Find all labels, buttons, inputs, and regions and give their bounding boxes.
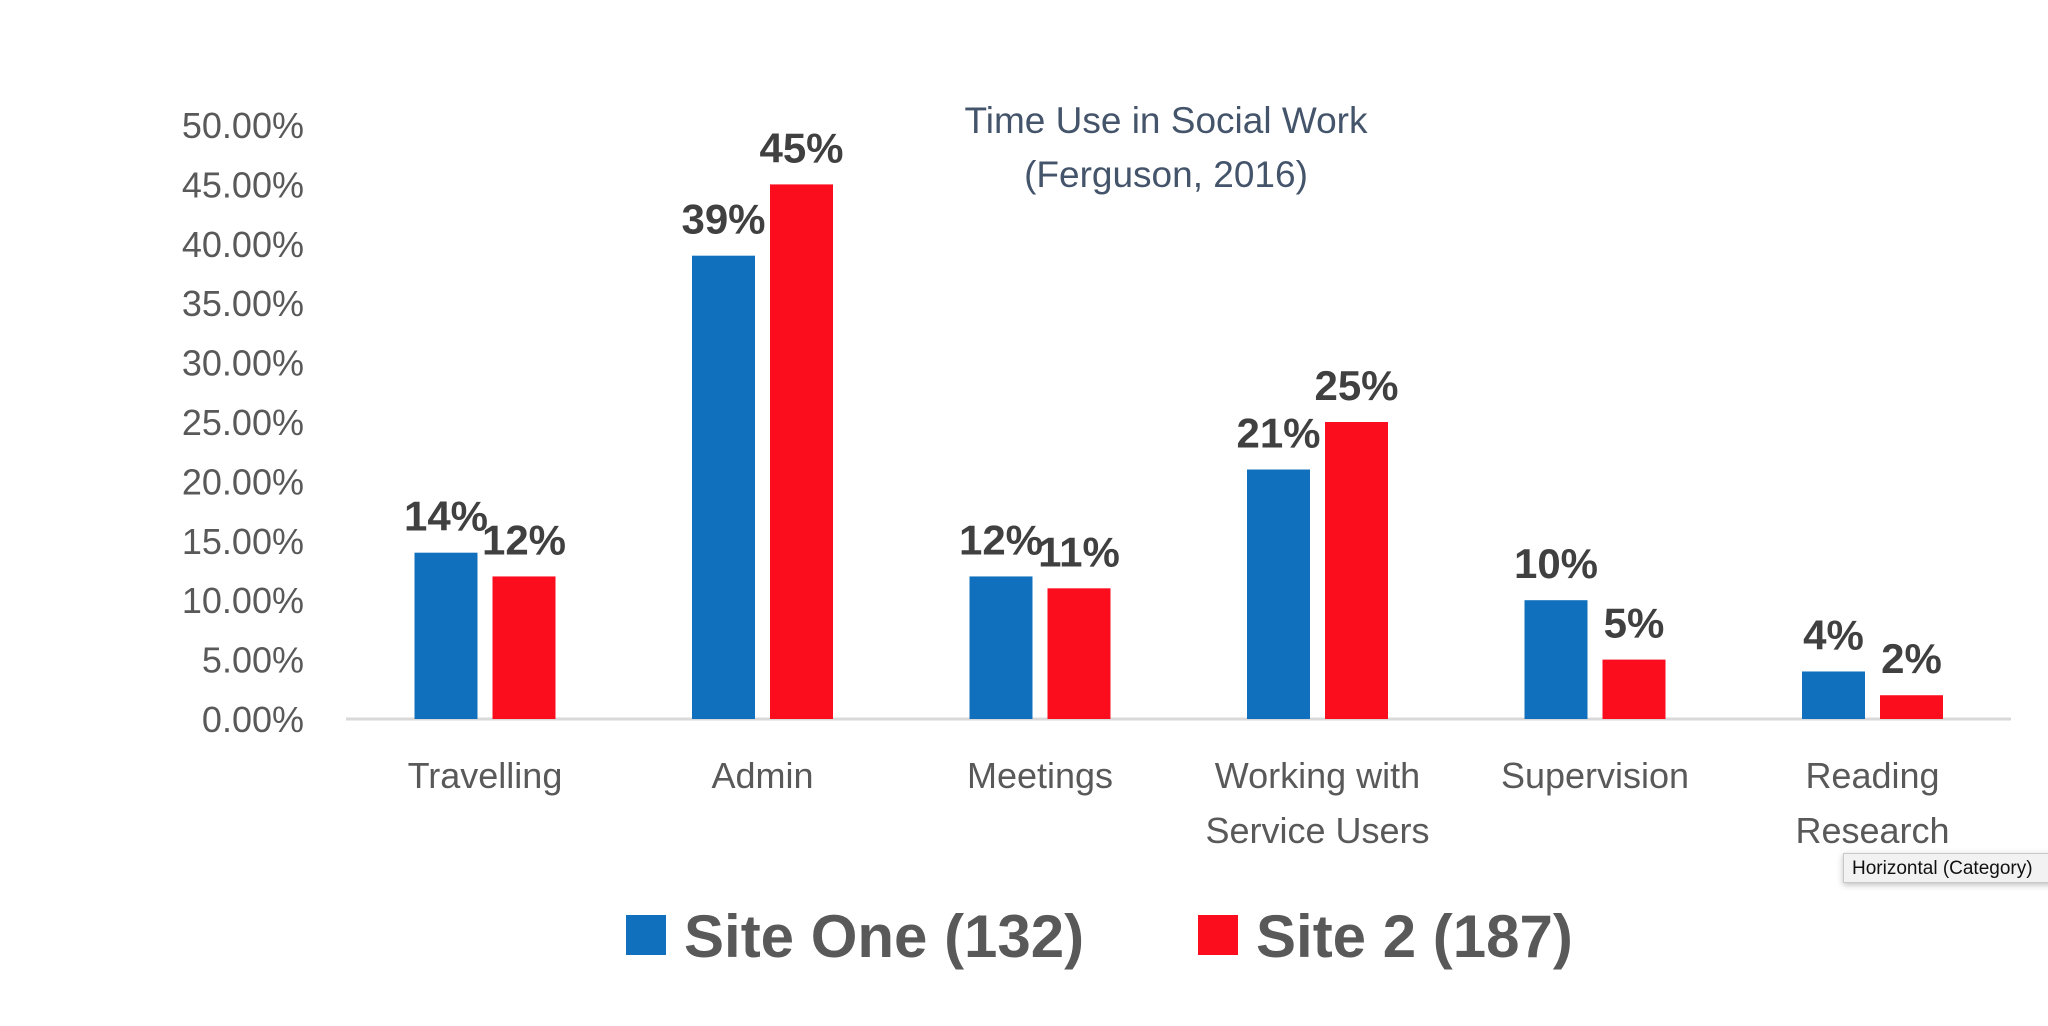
y-tick-label: 0.00% — [202, 699, 304, 740]
chart-subtitle: (Ferguson, 2016) — [1024, 154, 1308, 195]
x-tick-label: Travelling — [408, 755, 563, 796]
data-label: 45% — [759, 124, 843, 171]
bar-site-2 — [1602, 659, 1666, 719]
data-label: 11% — [1038, 528, 1120, 575]
y-tick-label: 10.00% — [182, 580, 304, 621]
data-label: 5% — [1604, 600, 1665, 647]
x-tick-label: Supervision — [1501, 755, 1689, 796]
data-label: 25% — [1314, 362, 1398, 409]
data-label: 21% — [1236, 410, 1320, 457]
y-tick-label: 45.00% — [182, 164, 304, 205]
bar-site-one — [414, 552, 478, 719]
x-tick-label: Reading — [1805, 755, 1939, 796]
legend-swatch-site-one — [626, 915, 666, 955]
y-tick-label: 25.00% — [182, 402, 304, 443]
data-label: 39% — [681, 196, 765, 243]
legend-label: Site 2 (187) — [1256, 903, 1573, 970]
bar-site-one — [692, 255, 755, 719]
data-label: 4% — [1803, 611, 1864, 658]
x-tick-label: Working with — [1215, 755, 1420, 796]
legend-label: Site One (132) — [684, 903, 1084, 970]
bar-site-one — [1802, 671, 1865, 719]
chart-title: Time Use in Social Work — [965, 100, 1368, 141]
y-tick-label: 5.00% — [202, 640, 304, 681]
x-tick-label: Admin — [711, 755, 813, 796]
y-tick-label: 35.00% — [182, 283, 304, 324]
data-label: 14% — [404, 493, 488, 540]
data-label: 2% — [1881, 635, 1942, 682]
data-label: 12% — [482, 516, 566, 563]
data-label: 10% — [1514, 540, 1598, 587]
x-tick-label: Meetings — [967, 755, 1113, 796]
bar-site-one — [969, 576, 1033, 719]
y-tick-label: 40.00% — [182, 224, 304, 265]
y-tick-label: 30.00% — [182, 343, 304, 384]
bar-site-2 — [1325, 422, 1388, 719]
bar-site-2 — [770, 184, 833, 719]
legend-swatch-site-2 — [1198, 915, 1238, 955]
axis-tooltip: Horizontal (Category) — [1843, 853, 2048, 883]
bar-site-2 — [492, 576, 556, 719]
x-tick-label: Service Users — [1205, 810, 1429, 851]
bar-site-one — [1247, 469, 1310, 719]
x-tick-label: Research — [1795, 810, 1949, 851]
y-tick-label: 50.00% — [182, 105, 304, 146]
bar-site-one — [1524, 600, 1588, 719]
y-tick-label: 20.00% — [182, 461, 304, 502]
bar-site-2 — [1047, 588, 1111, 719]
data-label: 12% — [959, 516, 1043, 563]
bar-site-2 — [1880, 695, 1943, 719]
y-tick-label: 15.00% — [182, 521, 304, 562]
